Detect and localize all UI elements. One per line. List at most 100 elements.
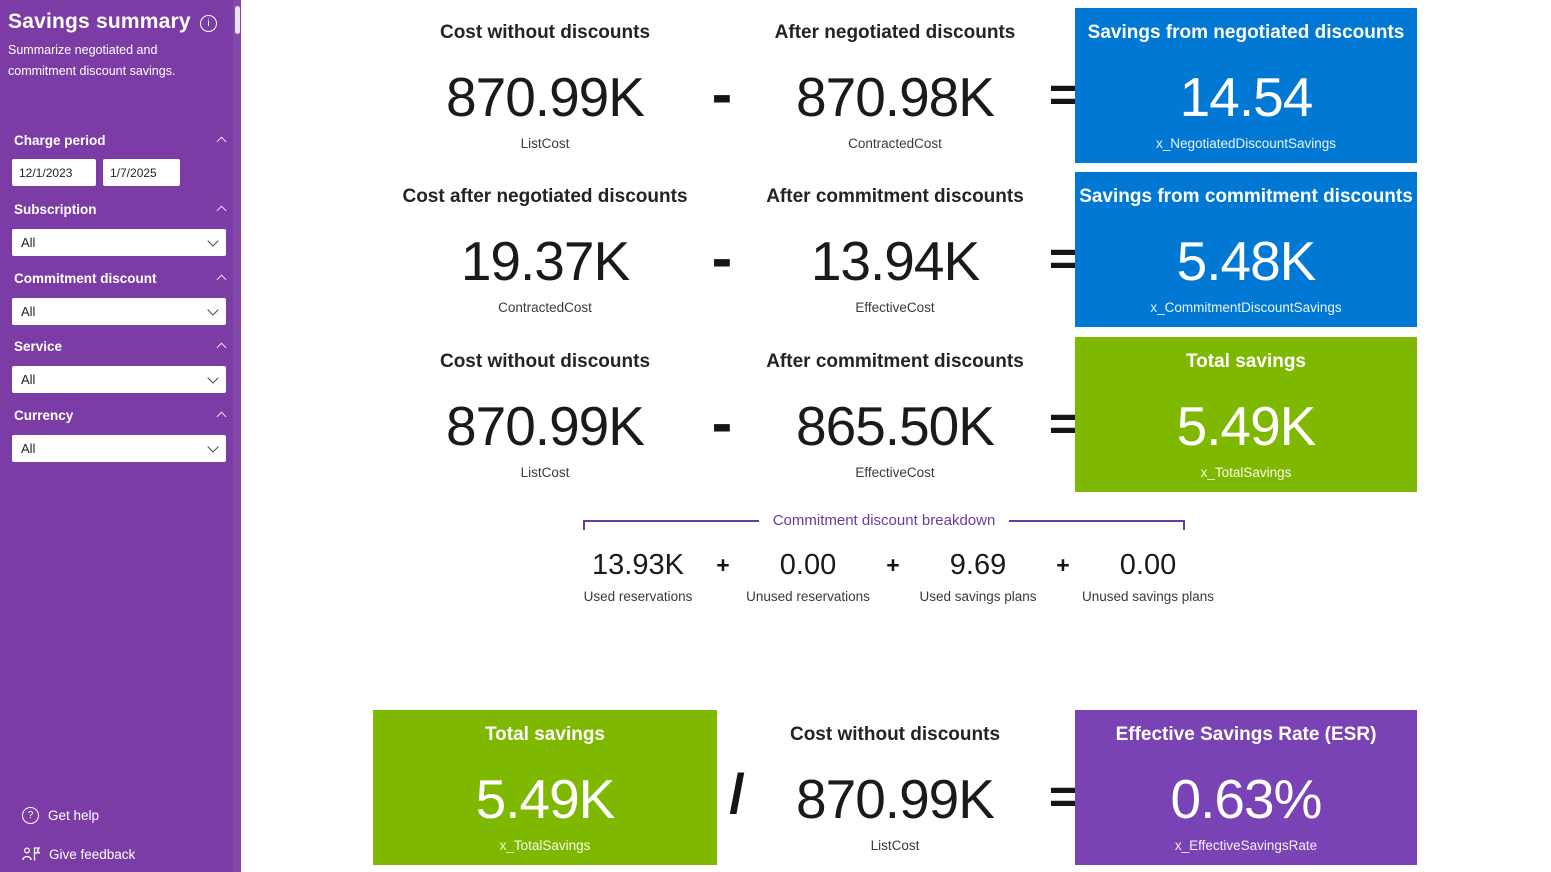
breakdown-label: Used reservations [583, 589, 693, 604]
kpi-title: After commitment discounts [766, 351, 1024, 372]
kpi-value: 870.98K [796, 66, 995, 128]
kpi-column: Cost after negotiated discounts 19.37K C… [335, 172, 755, 327]
feedback-icon [22, 846, 40, 862]
chevron-up-icon[interactable] [216, 274, 227, 285]
kpi-metric: ContractedCost [848, 136, 942, 151]
page-title: Savings summary [8, 10, 191, 33]
card-metric: x_TotalSavings [1200, 465, 1292, 480]
breakdown-bracket-right [1009, 520, 1186, 530]
kpi-column: Cost without discounts 870.99K ListCost [335, 337, 755, 492]
plus-operator: + [886, 552, 900, 578]
card-title: Savings from commitment discounts [1079, 186, 1413, 207]
plus-operator: + [1056, 552, 1070, 578]
chevron-down-icon [207, 303, 219, 316]
report-body: Cost without discounts 870.99K ListCost … [241, 0, 1551, 872]
card-title: Savings from negotiated discounts [1087, 22, 1405, 43]
kpi-metric: EffectiveCost [855, 300, 935, 315]
equation-row-total: Cost without discounts 870.99K ListCost … [241, 337, 1551, 492]
equation-row-negotiated: Cost without discounts 870.99K ListCost … [241, 8, 1551, 163]
equals-operator: = [1048, 69, 1078, 122]
help-icon: ? [22, 807, 39, 824]
card-metric: x_NegotiatedDiscountSavings [1155, 136, 1337, 151]
breakdown-item: 0.00 Unused reservations [738, 548, 878, 604]
kpi-title: After commitment discounts [766, 186, 1024, 207]
subscription-dropdown[interactable]: All [12, 229, 226, 256]
equals-operator: = [1048, 771, 1078, 824]
breakdown-label: Unused reservations [746, 589, 870, 604]
kpi-title: Cost without discounts [439, 22, 651, 43]
card-title: Total savings [1185, 351, 1306, 372]
chevron-up-icon[interactable] [216, 342, 227, 353]
kpi-metric: ListCost [520, 465, 570, 480]
minus-operator: - [711, 389, 733, 458]
breakdown-label: Unused savings plans [1081, 589, 1215, 604]
dropdown-value: All [21, 372, 36, 387]
equals-operator: = [1048, 398, 1078, 451]
dropdown-value: All [21, 235, 36, 250]
breakdown-item: 13.93K Used reservations [568, 548, 708, 604]
filter-label-commitment-discount: Commitment discount [14, 271, 227, 287]
card-metric: x_CommitmentDiscountSavings [1150, 300, 1342, 315]
give-feedback-label: Give feedback [49, 846, 136, 862]
kpi-title: After negotiated discounts [774, 22, 1016, 43]
breakdown-header: Commitment discount breakdown [583, 512, 1186, 530]
breakdown-bracket-left [583, 520, 759, 530]
card-value: 0.63% [1170, 768, 1323, 830]
end-date-input[interactable]: 1/7/2025 [103, 159, 180, 186]
filter-label-service: Service [14, 339, 227, 355]
breakdown-value: 0.00 [1119, 549, 1177, 581]
filter-label-charge-period: Charge period [14, 133, 227, 149]
filter-label-text: Charge period [14, 133, 106, 148]
minus-operator: - [711, 60, 733, 129]
breakdown-value: 13.93K [592, 549, 684, 581]
commitment-discount-dropdown[interactable]: All [12, 298, 226, 325]
chevron-up-icon[interactable] [216, 136, 227, 147]
kpi-value: 19.37K [460, 230, 630, 292]
chevron-down-icon [207, 440, 219, 453]
card-value: 5.49K [475, 768, 616, 830]
kpi-column: Cost without discounts 870.99K ListCost [335, 8, 755, 163]
total-savings-card-bottom[interactable]: Total savings 5.49K x_TotalSavings [373, 710, 717, 865]
card-metric: x_TotalSavings [499, 838, 591, 853]
kpi-metric: EffectiveCost [855, 465, 935, 480]
filter-label-text: Service [14, 339, 63, 354]
esr-card[interactable]: Effective Savings Rate (ESR) 0.63% x_Eff… [1075, 710, 1417, 865]
kpi-value: 870.99K [796, 768, 995, 830]
sidebar-scrollbar[interactable] [233, 0, 241, 872]
total-savings-card[interactable]: Total savings 5.49K x_TotalSavings [1075, 337, 1417, 492]
info-icon[interactable]: i [200, 15, 217, 32]
chevron-up-icon[interactable] [216, 411, 227, 422]
filter-label-text: Currency [14, 408, 74, 423]
breakdown-value: 0.00 [779, 549, 837, 581]
kpi-value: 865.50K [796, 395, 995, 457]
divide-operator: / [729, 762, 745, 825]
currency-dropdown[interactable]: All [12, 435, 226, 462]
minus-operator: - [711, 224, 733, 293]
give-feedback-link[interactable]: Give feedback [22, 846, 135, 862]
sidebar-scrollbar-thumb[interactable] [235, 6, 240, 34]
kpi-value: 870.99K [446, 395, 645, 457]
filter-label-text: Subscription [14, 202, 97, 217]
kpi-column: After negotiated discounts 870.98K Contr… [685, 8, 1105, 163]
commitment-savings-card[interactable]: Savings from commitment discounts 5.48K … [1075, 172, 1417, 327]
equation-row-commitment: Cost after negotiated discounts 19.37K C… [241, 172, 1551, 327]
service-dropdown[interactable]: All [12, 366, 226, 393]
get-help-label: Get help [48, 808, 100, 823]
kpi-metric: ListCost [870, 838, 920, 853]
kpi-column: After commitment discounts 13.94K Effect… [685, 172, 1105, 327]
equals-operator: = [1048, 233, 1078, 286]
filter-label-subscription: Subscription [14, 202, 227, 218]
negotiated-savings-card[interactable]: Savings from negotiated discounts 14.54 … [1075, 8, 1417, 163]
kpi-value: 870.99K [446, 66, 645, 128]
chevron-up-icon[interactable] [216, 205, 227, 216]
kpi-title: Cost without discounts [789, 724, 1001, 745]
filter-label-text: Commitment discount [14, 271, 157, 286]
start-date-input[interactable]: 12/1/2023 [12, 159, 96, 186]
get-help-link[interactable]: ? Get help [22, 807, 99, 824]
breakdown-values: 13.93K Used reservations + 0.00 Unused r… [568, 548, 1218, 604]
kpi-column: After commitment discounts 865.50K Effec… [685, 337, 1105, 492]
kpi-title: Cost after negotiated discounts [402, 186, 688, 207]
card-value: 5.48K [1176, 230, 1317, 292]
card-metric: x_EffectiveSavingsRate [1174, 838, 1318, 853]
